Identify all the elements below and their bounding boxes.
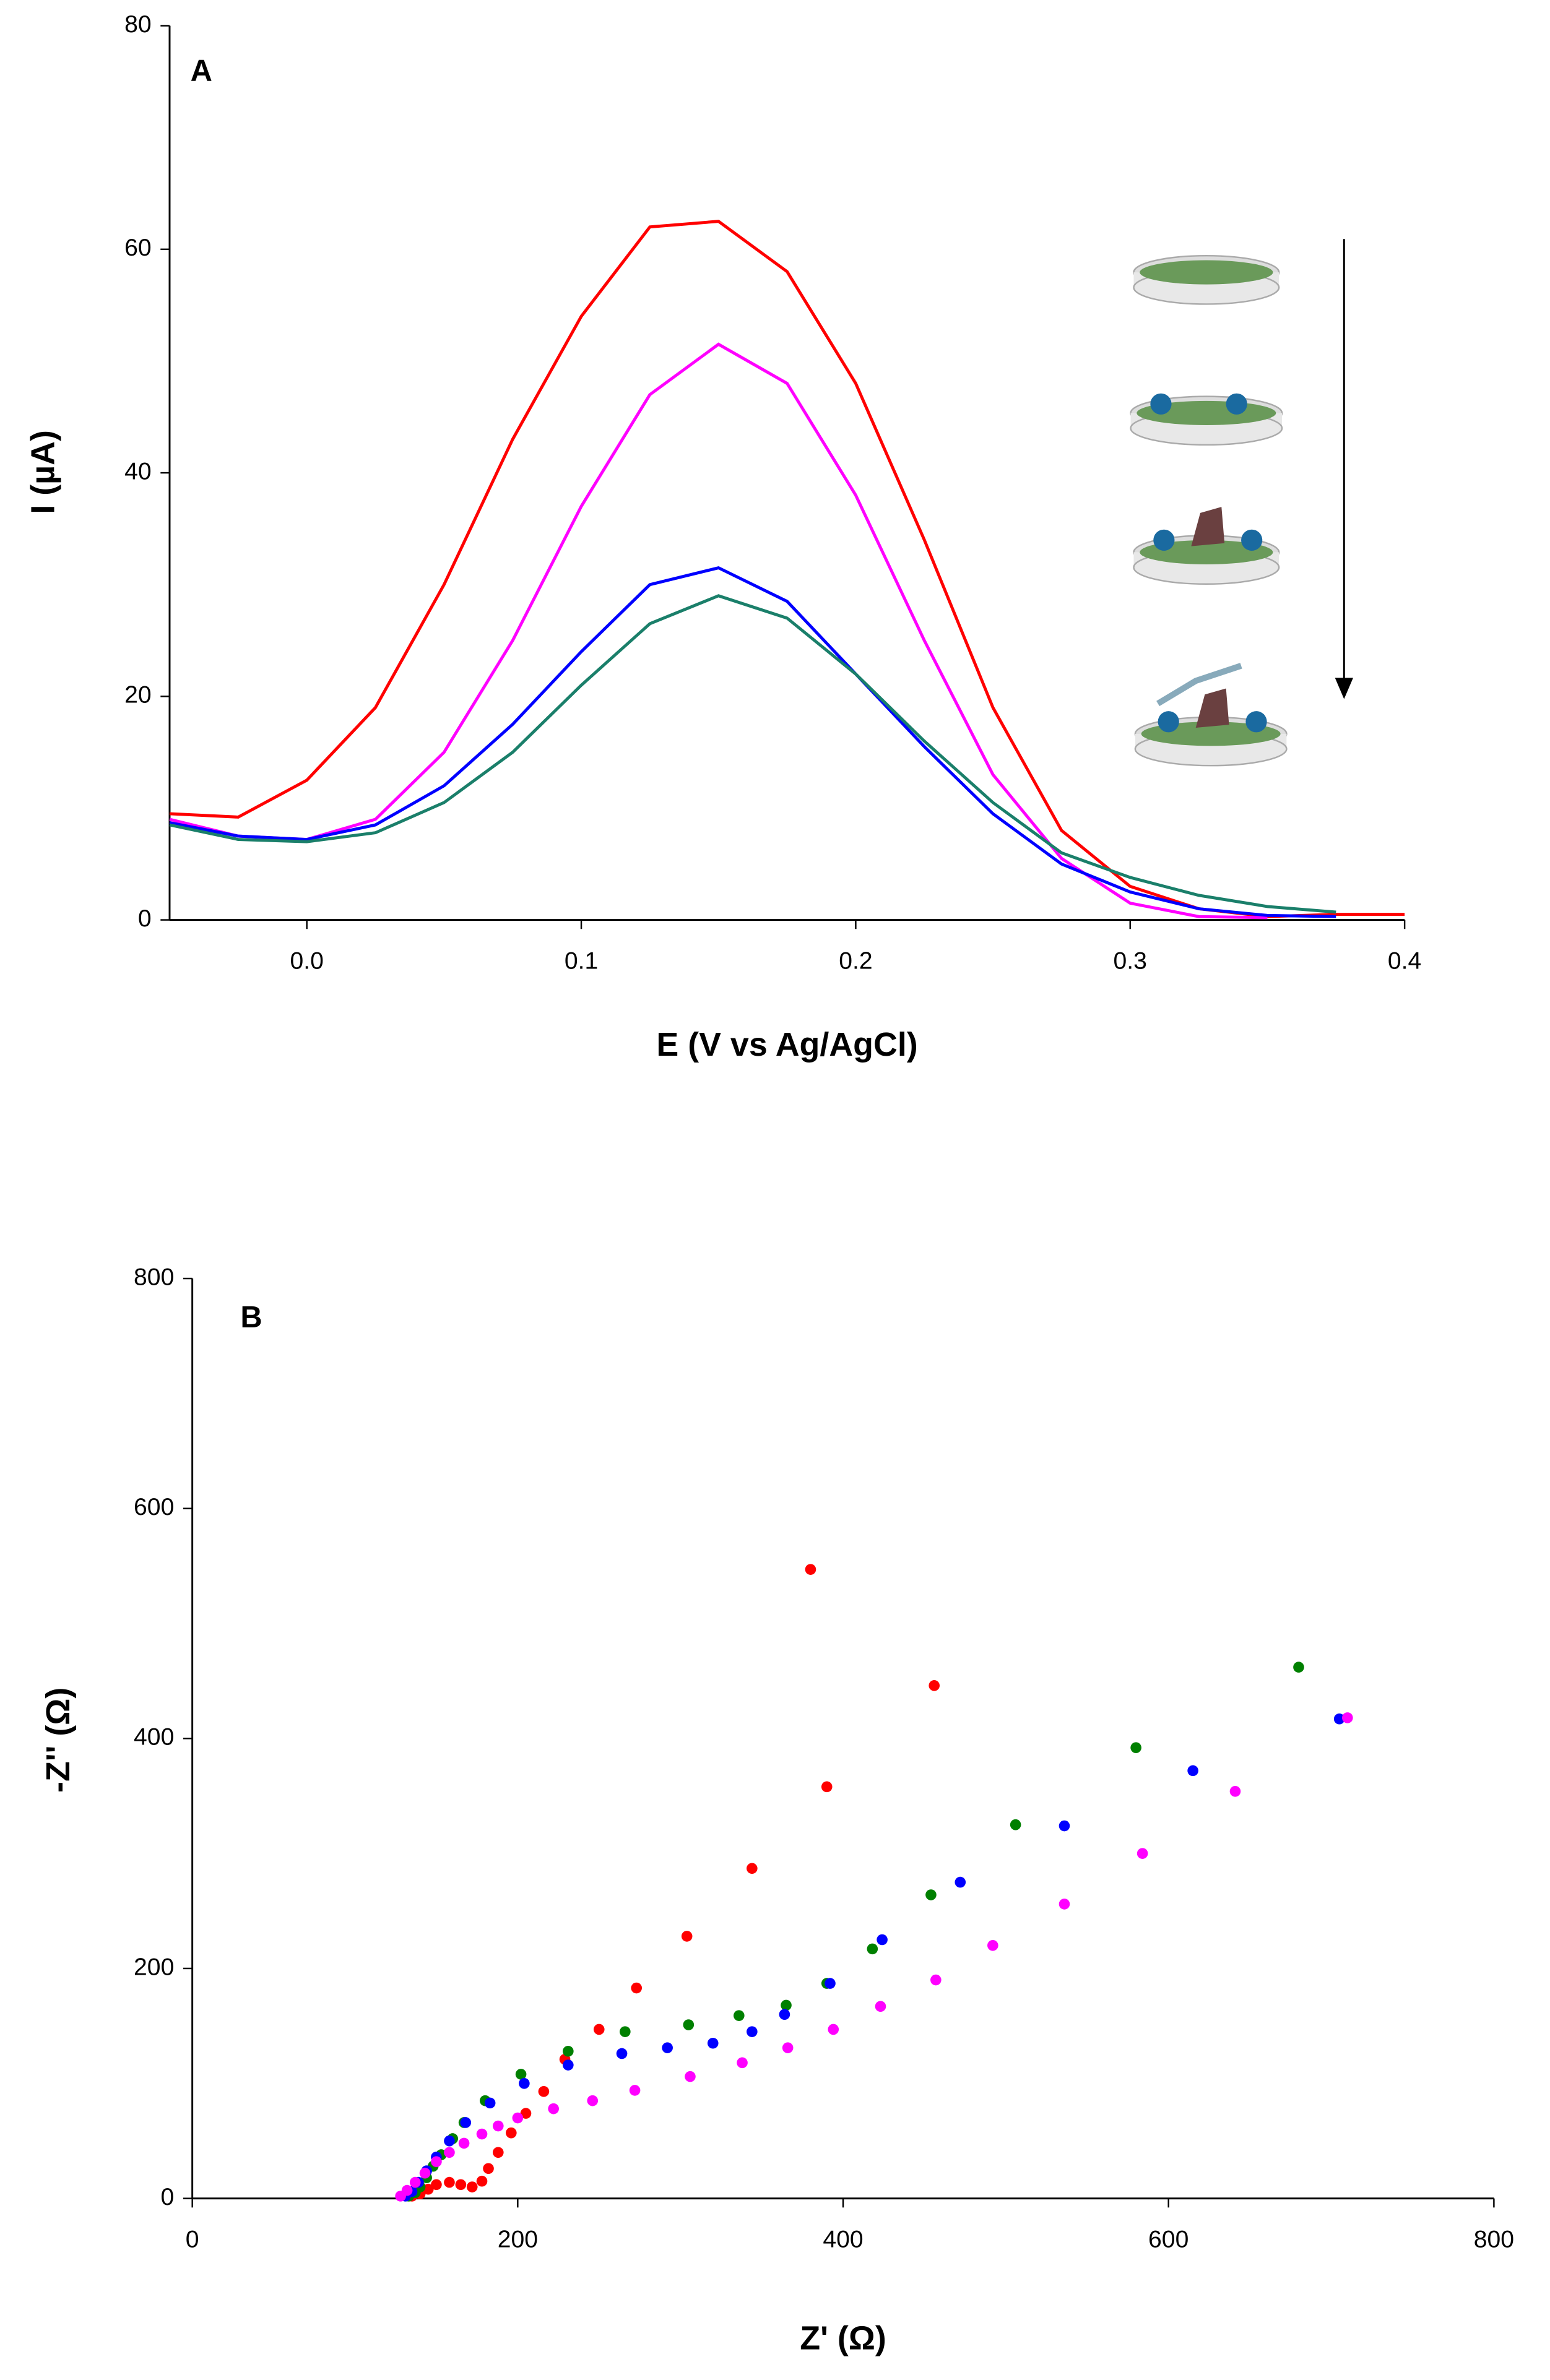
scatter-point bbox=[458, 2137, 470, 2149]
scatter-point bbox=[587, 2095, 599, 2106]
scatter-point bbox=[683, 2019, 695, 2030]
scatter-point bbox=[444, 2176, 455, 2188]
scatter-point bbox=[520, 2108, 532, 2119]
scatter-point bbox=[395, 2191, 406, 2202]
scatter-point bbox=[431, 2156, 442, 2167]
scatter-point bbox=[519, 2077, 530, 2089]
scatter-point bbox=[515, 2069, 527, 2080]
scatter-point bbox=[925, 1889, 937, 1900]
y-tick-label: 60 bbox=[124, 235, 152, 261]
x-tick-label: 0.4 bbox=[1388, 947, 1421, 974]
scatter-point bbox=[685, 2071, 696, 2082]
scatter-point bbox=[444, 2135, 455, 2147]
scatter-point bbox=[419, 2167, 431, 2179]
scatter-point bbox=[877, 1934, 888, 1946]
scatter-point bbox=[875, 2001, 886, 2012]
scatter-point bbox=[779, 2009, 790, 2020]
x-tick-label: 600 bbox=[1148, 2226, 1188, 2253]
x-tick-label: 0.3 bbox=[1114, 947, 1147, 974]
scatter-point bbox=[930, 1974, 942, 1986]
scatter-point bbox=[1010, 1819, 1021, 1830]
x-tick-label: 0 bbox=[186, 2226, 199, 2253]
scatter-point bbox=[616, 2048, 628, 2059]
scatter-point bbox=[1137, 1848, 1148, 1859]
scatter-point bbox=[548, 2103, 559, 2115]
scatter-point bbox=[781, 1999, 792, 2011]
y-tick-label: 40 bbox=[124, 458, 152, 485]
scatter-point bbox=[409, 2176, 421, 2188]
x-tick-label: 0.1 bbox=[565, 947, 598, 974]
scatter-point bbox=[1187, 1765, 1198, 1777]
scatter-point bbox=[747, 2026, 758, 2037]
y-tick-label: 200 bbox=[134, 1954, 174, 1980]
x-tick-label: 200 bbox=[498, 2226, 538, 2253]
scatter-point bbox=[1130, 1742, 1141, 1753]
scatter-point bbox=[476, 2175, 488, 2187]
y-tick-label: 0 bbox=[138, 905, 152, 932]
line-series bbox=[169, 566, 1336, 918]
scatter-point bbox=[987, 1939, 998, 1951]
scatter-point bbox=[662, 2042, 673, 2053]
annotation: B bbox=[240, 1301, 262, 1334]
y-tick-label: 800 bbox=[134, 1264, 174, 1290]
scatter-point bbox=[707, 2037, 719, 2049]
line-series bbox=[169, 342, 1268, 920]
scatter-point bbox=[1229, 1785, 1241, 1797]
scatter-point bbox=[825, 1978, 836, 1989]
scatter-point bbox=[734, 2010, 745, 2021]
scatter-point bbox=[1342, 1712, 1353, 1723]
y-tick-label: 20 bbox=[124, 682, 152, 709]
x-axis-label: Z' (Ω) bbox=[800, 2320, 886, 2357]
x-tick-label: 800 bbox=[1474, 2226, 1514, 2253]
scatter-point bbox=[821, 1781, 833, 1793]
scatter-point bbox=[631, 1982, 643, 1994]
scatter-point bbox=[747, 1863, 758, 1874]
y-tick-label: 80 bbox=[124, 11, 152, 38]
x-tick-label: 0.0 bbox=[290, 947, 323, 974]
scatter-point bbox=[1059, 1820, 1070, 1832]
x-axis-label: E (V vs Ag/AgCl) bbox=[656, 1026, 917, 1063]
scatter-point bbox=[828, 2024, 839, 2035]
scatter-point bbox=[620, 2026, 631, 2037]
scatter-point bbox=[483, 2163, 494, 2175]
scatter-point bbox=[431, 2179, 442, 2191]
scatter-point bbox=[484, 2097, 496, 2109]
x-tick-label: 0.2 bbox=[839, 947, 872, 974]
scatter-point bbox=[563, 2045, 574, 2057]
y-tick-label: 600 bbox=[134, 1494, 174, 1520]
scatter-point bbox=[681, 1931, 693, 1942]
y-tick-label: 0 bbox=[161, 2184, 175, 2210]
scatter-point bbox=[593, 2024, 605, 2035]
y-axis-label: -Z'' (Ω) bbox=[40, 1688, 77, 1793]
scatter-point bbox=[476, 2128, 488, 2140]
scatter-point bbox=[929, 1680, 940, 1691]
y-axis-label: I (µA) bbox=[25, 430, 62, 514]
scatter-point bbox=[1333, 1713, 1345, 1725]
scatter-point bbox=[506, 2127, 517, 2139]
scatter-point bbox=[1059, 1899, 1070, 1910]
scatter-point bbox=[460, 2117, 472, 2128]
scatter-point bbox=[867, 1943, 878, 1955]
scatter-point bbox=[805, 1564, 816, 1575]
line-series bbox=[169, 594, 1336, 914]
scatter-point bbox=[444, 2147, 455, 2158]
scatter-point bbox=[955, 1876, 966, 1888]
scatter-point bbox=[1293, 1662, 1304, 1673]
x-tick-label: 400 bbox=[823, 2226, 863, 2253]
scatter-point bbox=[782, 2042, 794, 2053]
scatter-point bbox=[455, 2179, 467, 2191]
scatter-point bbox=[493, 2120, 504, 2132]
y-tick-label: 400 bbox=[134, 1724, 174, 1751]
annotation: A bbox=[191, 54, 212, 87]
scatter-point bbox=[512, 2112, 524, 2124]
scatter-point bbox=[563, 2059, 574, 2071]
inset-schematic bbox=[1130, 239, 1353, 767]
scatter-point bbox=[629, 2085, 641, 2096]
scatter-point bbox=[466, 2181, 478, 2192]
scatter-point bbox=[737, 2057, 748, 2069]
scatter-point bbox=[538, 2085, 550, 2097]
scatter-point bbox=[493, 2147, 504, 2158]
